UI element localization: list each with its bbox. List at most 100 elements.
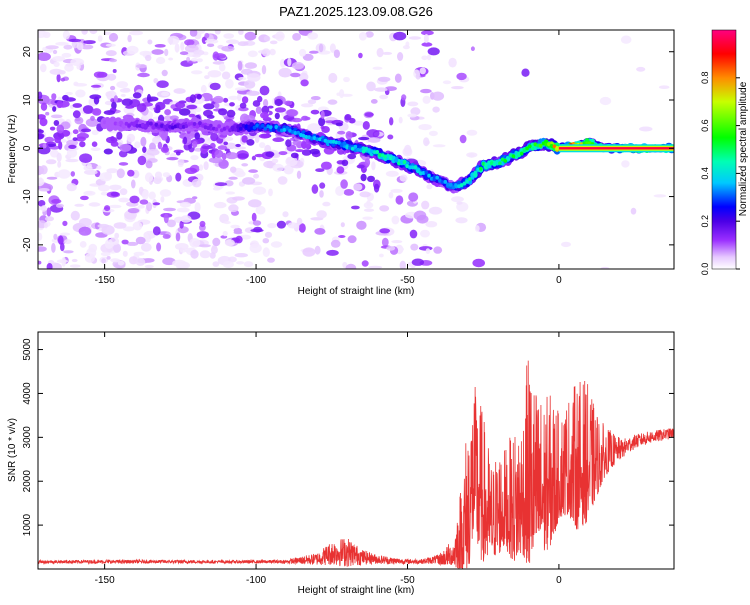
spectrogram-ridge-blob (345, 145, 350, 149)
spectrogram-ridge-blob (340, 143, 344, 147)
spectrogram-noise-blob (40, 102, 48, 111)
colorbar-frame (711, 29, 737, 270)
colorbar-tick-label: 0.8 (700, 72, 710, 85)
spectrogram-ridge-blob (451, 185, 456, 190)
spectrogram-noise-blob (222, 261, 234, 268)
spectrogram-noise-blob (224, 136, 234, 142)
snr-frame (37, 331, 675, 570)
spectrogram-ridge-blob (312, 136, 317, 140)
spectrogram-noise-blob (176, 207, 190, 213)
spectrogram-ridge-blob (230, 125, 235, 130)
spectrogram-noise-blob (228, 176, 238, 180)
spectrogram-noise-blob (112, 69, 117, 73)
spectrogram-noise-blob (270, 241, 283, 248)
spectrogram-noise-blob (70, 58, 85, 67)
spectrogram-noise-blob (38, 52, 51, 61)
spectrogram-noise-blob (188, 113, 196, 118)
spectrogram-ridge-blob (171, 125, 175, 130)
spectrogram-ridge-blob (533, 142, 538, 147)
spectrogram-noise-blob (119, 188, 128, 196)
spectrogram-noise-blob (351, 205, 360, 210)
spectrogram-noise-blob (164, 48, 169, 57)
spectrogram-noise-blob (255, 106, 262, 114)
spectrogram-noise-blob (106, 256, 111, 260)
spectrogram-ridge-blob (247, 124, 251, 129)
spectrogram-noise-blob (243, 115, 256, 122)
spectrogram-noise-blob (302, 53, 314, 61)
spectrogram-noise-blob (106, 73, 117, 81)
spectrogram-noise-blob (79, 141, 86, 148)
spectrogram-noise-blob (64, 239, 72, 245)
spectrogram-noise-blob (407, 113, 418, 118)
snr-y-tick-label: 5000 (22, 338, 33, 361)
spectrogram-noise-blob (265, 151, 275, 158)
spectrogram-y-ticks: -20 -10 0 10 20 (22, 46, 674, 252)
spectrogram-noise-blob (367, 137, 381, 143)
spectrogram-ridge-blob (459, 183, 464, 188)
spectrogram-noise-blob (104, 205, 111, 212)
spectrogram-ridge-blob (222, 126, 227, 131)
spectrogram-noise-blob (103, 31, 112, 36)
spectrogram-noise-blob (267, 105, 274, 109)
colorbar-ticks: 0.0 0.2 0.4 0.6 0.8 (700, 29, 740, 275)
spectrogram-ridge-blob (525, 146, 529, 151)
spectrogram-noise-blob (330, 239, 341, 248)
spectrogram-ridge-blob (217, 124, 221, 129)
spectrogram-noise-blob (236, 261, 245, 265)
spectrogram-noise-blob (161, 69, 168, 77)
spectrogram-noise-blob (258, 133, 271, 139)
spectrogram-ridge-blob (394, 158, 399, 163)
spectrogram-noise-blob (38, 232, 43, 241)
spectrogram-noise-blob (358, 32, 367, 41)
spectrogram-noise-blob (190, 249, 199, 259)
spectrogram-noise-blob (269, 40, 278, 45)
spectrogram-ridge-blob (138, 123, 142, 128)
spectrogram-noise-blob (263, 35, 271, 42)
spectrogram-noise-blob (263, 99, 269, 108)
spectrogram-ridge-blob (509, 153, 513, 158)
spectrogram-noise-blob (76, 42, 84, 51)
spectrogram-noise-blob (198, 164, 204, 171)
spectrogram-noise-blob (299, 72, 309, 82)
spectrogram-noise-blob (113, 95, 118, 103)
spectrogram-noise-blob (129, 195, 140, 204)
spectrogram-noise-blob (411, 258, 425, 266)
spectrogram-noise-blob (320, 161, 332, 170)
spectrogram-noise-blob (621, 160, 630, 168)
spectrogram-noise-blob (189, 30, 198, 37)
snr-y-tick-label: 3000 (22, 426, 33, 449)
spectrogram-ridge-blob (432, 177, 437, 182)
spectrogram-noise-blob (214, 102, 220, 109)
spectrogram-noise-blob (38, 91, 43, 100)
spectrogram-noise-blob (292, 140, 303, 146)
spectrogram-noise-blob (327, 99, 338, 105)
spectrogram-noise-blob (408, 36, 421, 40)
spectrogram-ridge-blob (320, 138, 325, 143)
spectrogram-noise-blob (319, 182, 326, 189)
spectrogram-ridge-blob (427, 173, 431, 178)
spectrogram-ridge-blob (454, 184, 459, 188)
spectrogram-noise-blob (243, 261, 254, 268)
spectrogram-noise-blob (156, 80, 169, 88)
spectrogram-noise-blob (126, 133, 136, 143)
spectrogram-ridge-blob (141, 123, 145, 128)
spectrogram-noise-blob (425, 248, 431, 255)
spectrogram-noise-blob (163, 207, 176, 212)
spectrogram-noise-blob (40, 63, 47, 73)
spectrogram-noise-blob (368, 265, 383, 269)
spectrogram-noise-blob (118, 197, 130, 203)
spectrogram-noise-blob (114, 232, 120, 239)
spectrogram-noise-blob (600, 266, 610, 269)
spectrogram-ridge-blob (536, 143, 540, 148)
spectrogram-ridge-blob (271, 127, 276, 132)
spectrogram-noise-blob (284, 100, 293, 106)
spectrogram-x-tick-label: 0 (556, 275, 562, 286)
spectrogram-noise-blob (384, 86, 397, 91)
spectrogram-noise-blob (62, 220, 68, 227)
spectrogram-ridge-blob (233, 127, 238, 132)
spectrogram-noise-blob (365, 31, 374, 38)
spectrogram-noise-blob (364, 158, 371, 167)
spectrogram-noise-blob (321, 126, 330, 133)
spectrogram-noise-blob (274, 112, 280, 120)
spectrogram-noise-blob (238, 107, 249, 112)
